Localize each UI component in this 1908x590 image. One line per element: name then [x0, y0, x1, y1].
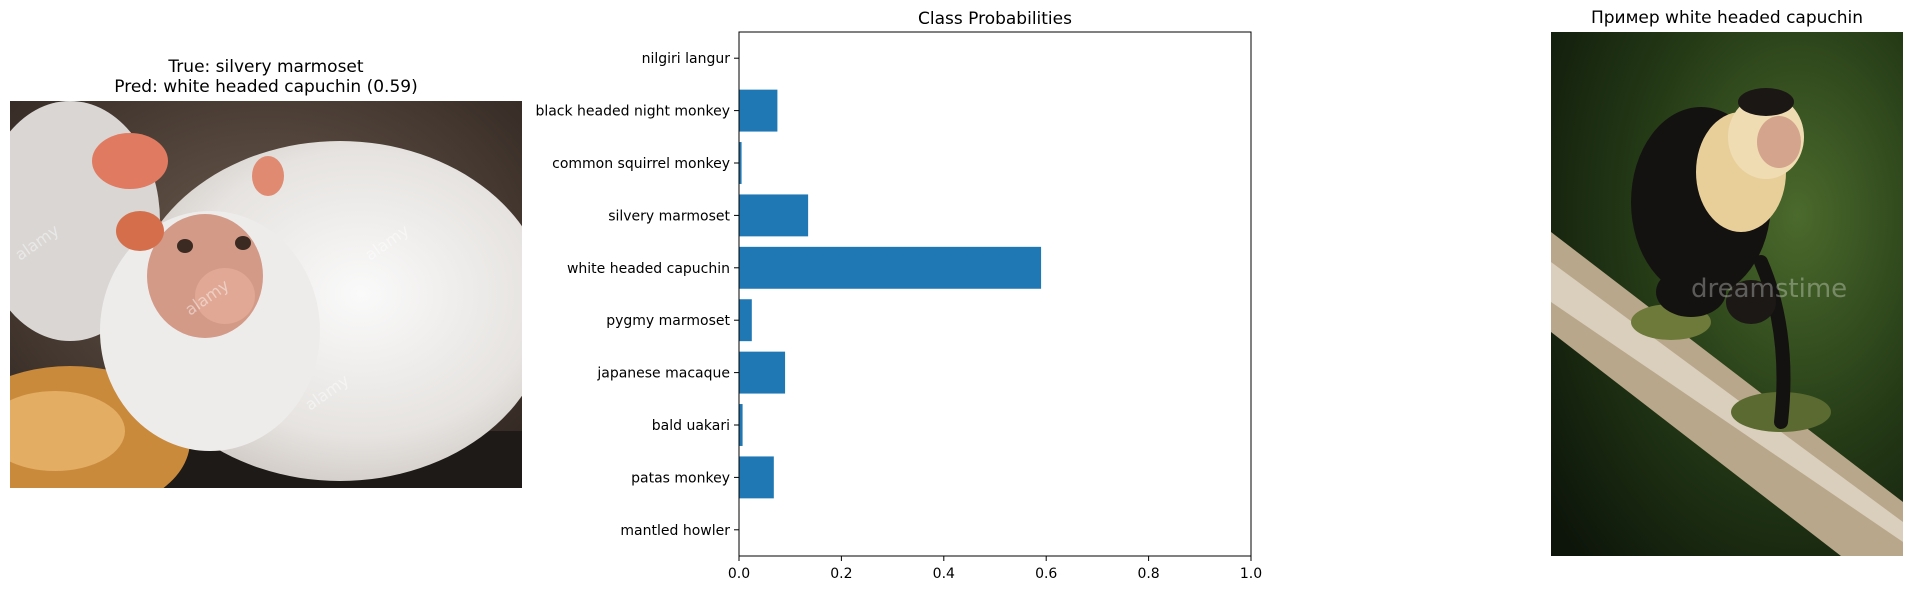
y-tick-label: pygmy marmoset [606, 313, 730, 329]
x-tick-label: 0.2 [830, 566, 852, 582]
true-label: True: silvery marmoset [168, 57, 364, 77]
y-tick-label: white headed capuchin [567, 261, 730, 277]
bar-silvery-marmoset [739, 194, 809, 237]
svg-text:dreamstime: dreamstime [1691, 274, 1847, 304]
y-tick-label: mantled howler [620, 523, 730, 539]
silvery-marmoset-photo: alamy alamy alamy alamy alamy [10, 101, 522, 488]
x-tick-label: 0.4 [933, 566, 955, 582]
left-panel-title: True: silvery marmoset Pred: white heade… [10, 57, 522, 97]
x-tick-label: 0.0 [728, 566, 750, 582]
chart-title: Class Probabilities [918, 9, 1072, 29]
plot-frame [738, 31, 1252, 557]
y-tick-label: nilgiri langur [642, 51, 731, 67]
y-tick-label: silvery marmoset [608, 208, 730, 224]
pred-label: Pred: white headed capuchin (0.59) [114, 77, 418, 97]
x-tick-label: 1.0 [1240, 566, 1262, 582]
y-tick-label: common squirrel monkey [552, 156, 730, 172]
bar-pygmy-marmoset [739, 299, 752, 342]
bar-common-squirrel-monkey [739, 142, 742, 184]
bar-japanese-macaque [739, 351, 786, 394]
y-tick-label: bald uakari [652, 418, 730, 434]
bar-bald-uakari [739, 404, 743, 446]
bar-patas-monkey [739, 456, 774, 499]
bar-black-headed-night-monkey [739, 89, 778, 132]
white-headed-capuchin-photo: dreamstime [1551, 32, 1903, 556]
bar-white-headed-capuchin [739, 246, 1042, 289]
y-tick-label: japanese macaque [596, 366, 730, 382]
y-tick-label: patas monkey [631, 470, 730, 486]
right-panel-title: Пример white headed capuchin [1590, 8, 1864, 28]
x-tick-label: 0.8 [1137, 566, 1159, 582]
y-tick-label: black headed night monkey [535, 104, 730, 120]
x-tick-label: 0.6 [1035, 566, 1057, 582]
